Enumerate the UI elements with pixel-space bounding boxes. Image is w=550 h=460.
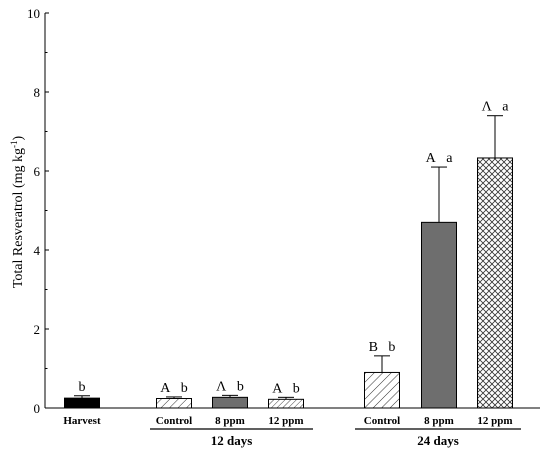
bar	[421, 221, 457, 409]
y-tick-label: 4	[34, 243, 41, 258]
y-tick-label: 2	[34, 322, 41, 337]
y-tick-label: 6	[34, 164, 41, 179]
axes: 0 2 4 6 8 10	[27, 6, 540, 416]
y-axis-label: Total Resveratrol (mg kg-1)	[9, 136, 26, 289]
significance-letters: A b	[272, 381, 300, 396]
bar	[477, 157, 513, 409]
significance-letters: b	[79, 380, 86, 395]
significance-letters: Λ a	[482, 100, 510, 115]
x-tick-label: Harvest	[63, 415, 101, 427]
group-label: 12 days	[211, 433, 253, 448]
bar	[268, 398, 304, 409]
x-tick-label: 8 ppm	[424, 415, 454, 427]
group-label: 24 days	[417, 433, 459, 448]
significance-letters: B b	[369, 340, 396, 355]
x-tick-label: Control	[156, 415, 192, 427]
y-axis-label-sup: -1	[9, 141, 19, 149]
bar	[156, 398, 192, 409]
bar	[64, 397, 100, 409]
bar	[364, 371, 400, 409]
y-tick-label: 0	[34, 401, 41, 416]
bars-layer	[64, 115, 513, 409]
x-tick-label: 8 ppm	[215, 415, 245, 427]
y-axis-label-main: Total Resveratrol (mg kg	[11, 148, 26, 288]
bar	[212, 396, 248, 409]
x-tick-label: 12 ppm	[477, 415, 512, 427]
labels-layer: b Harvest A b Control Λ b 8 ppm A b 12 ppm B b Co…	[63, 100, 521, 448]
significance-letters: A a	[426, 151, 454, 166]
y-tick-label: 10	[27, 6, 40, 21]
significance-letters: A b	[160, 381, 188, 396]
y-axis-label-suffix: )	[11, 136, 26, 141]
significance-letters: Λ b	[216, 379, 244, 394]
x-tick-label: 12 ppm	[268, 415, 303, 427]
x-tick-label: Control	[364, 415, 400, 427]
y-tick-label: 8	[34, 85, 41, 100]
